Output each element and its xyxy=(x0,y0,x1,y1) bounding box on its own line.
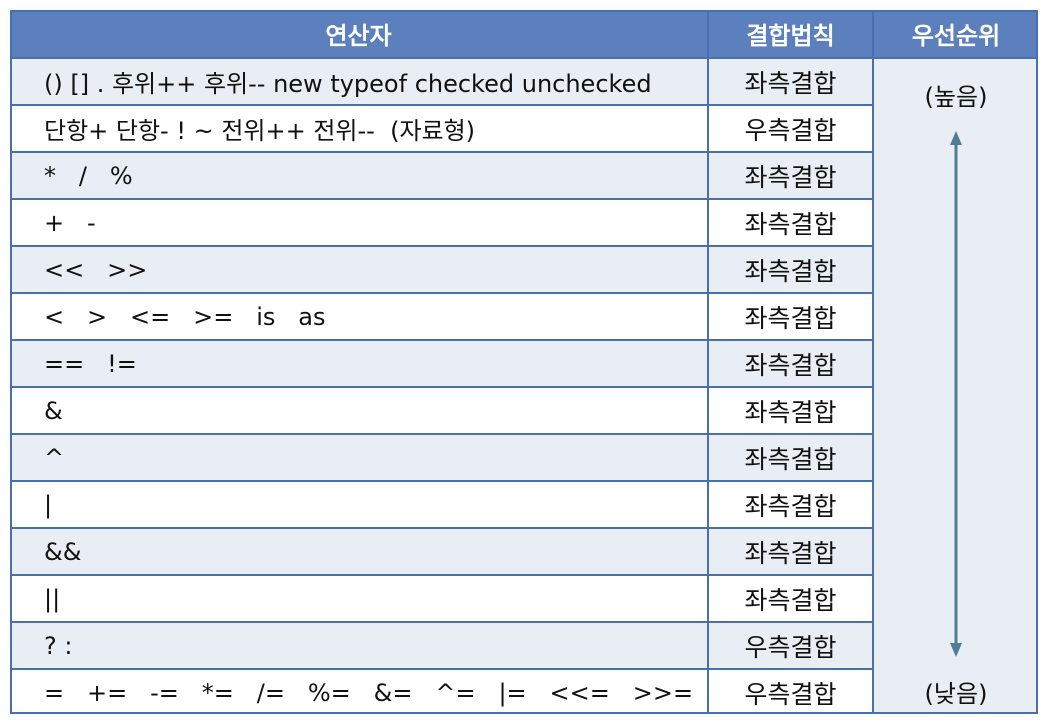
associativity-cell: 좌측결합 xyxy=(709,388,872,433)
table-row: << >> 좌측결합 xyxy=(10,247,872,292)
header-associativity: 결합법칙 xyxy=(709,10,872,57)
associativity-cell: 우측결합 xyxy=(709,106,872,151)
header-operator: 연산자 xyxy=(10,10,707,57)
row-divider xyxy=(10,292,872,294)
associativity-cell: 좌측결합 xyxy=(709,435,872,480)
associativity-cell: 좌측결합 xyxy=(709,576,872,621)
table-row: < > <= >= is as 좌측결합 xyxy=(10,294,872,339)
operator-cell: * / % xyxy=(10,153,707,198)
row-divider xyxy=(10,527,872,529)
double-arrow-icon xyxy=(950,131,962,657)
row-divider xyxy=(10,574,872,576)
arrow-head-up xyxy=(950,131,962,145)
operator-cell: + - xyxy=(10,200,707,245)
table-row: ^ 좌측결합 xyxy=(10,435,872,480)
operator-cell: == != xyxy=(10,341,707,386)
arrow-head-down xyxy=(950,643,962,657)
associativity-cell: 우측결합 xyxy=(709,623,872,668)
row-divider xyxy=(10,151,872,153)
row-divider xyxy=(10,480,872,482)
associativity-cell: 좌측결합 xyxy=(709,482,872,527)
table-row: + - 좌측결합 xyxy=(10,200,872,245)
column-divider xyxy=(707,10,709,714)
operator-cell: && xyxy=(10,529,707,574)
table-row: == != 좌측결합 xyxy=(10,341,872,386)
precedence-high-label: (높음) xyxy=(924,83,988,111)
operator-cell: & xyxy=(10,388,707,433)
operator-cell: < > <= >= is as xyxy=(10,294,707,339)
table-row: ? : 우측결합 xyxy=(10,623,872,668)
row-divider xyxy=(10,198,872,200)
row-divider xyxy=(10,104,872,106)
table-row: = += -= *= /= %= &= ^= |= <<= >>= 우측결합 xyxy=(10,670,872,715)
associativity-cell: 좌측결합 xyxy=(709,247,872,292)
associativity-cell: 좌측결합 xyxy=(709,529,872,574)
row-divider xyxy=(10,245,872,247)
table-row: 단항+ 단항- ! ~ 전위++ 전위-- (자료형) 우측결합 xyxy=(10,106,872,151)
operator-cell: | xyxy=(10,482,707,527)
column-divider xyxy=(872,10,874,714)
operator-cell: ^ xyxy=(10,435,707,480)
row-divider xyxy=(10,433,872,435)
header-divider xyxy=(10,57,1038,59)
associativity-cell: 우측결합 xyxy=(709,670,872,715)
table-row: * / % 좌측결합 xyxy=(10,153,872,198)
table-row: && 좌측결합 xyxy=(10,529,872,574)
associativity-cell: 좌측결합 xyxy=(709,153,872,198)
table-row: || 좌측결합 xyxy=(10,576,872,621)
operator-cell: () [] . 후위++ 후위-- new typeof checked unc… xyxy=(10,59,707,104)
operator-cell: || xyxy=(10,576,707,621)
operator-cell: 단항+ 단항- ! ~ 전위++ 전위-- (자료형) xyxy=(10,106,707,151)
row-divider xyxy=(10,668,872,670)
associativity-cell: 좌측결합 xyxy=(709,59,872,104)
operator-cell: ? : xyxy=(10,623,707,668)
row-divider xyxy=(10,339,872,341)
header-precedence: 우선순위 xyxy=(874,10,1038,57)
precedence-column: (높음) (낮음) xyxy=(874,59,1038,714)
associativity-cell: 좌측결합 xyxy=(709,341,872,386)
table-row: () [] . 후위++ 후위-- new typeof checked unc… xyxy=(10,59,872,104)
operator-cell: << >> xyxy=(10,247,707,292)
operator-cell: = += -= *= /= %= &= ^= |= <<= >>= xyxy=(10,670,707,715)
associativity-cell: 좌측결합 xyxy=(709,200,872,245)
row-divider xyxy=(10,621,872,623)
table-row: | 좌측결합 xyxy=(10,482,872,527)
precedence-low-label: (낮음) xyxy=(924,680,988,708)
table-row: & 좌측결합 xyxy=(10,388,872,433)
associativity-cell: 좌측결합 xyxy=(709,294,872,339)
operator-precedence-table: 연산자 결합법칙 우선순위 () [] . 후위++ 후위-- new type… xyxy=(10,10,1038,715)
row-divider xyxy=(10,386,872,388)
